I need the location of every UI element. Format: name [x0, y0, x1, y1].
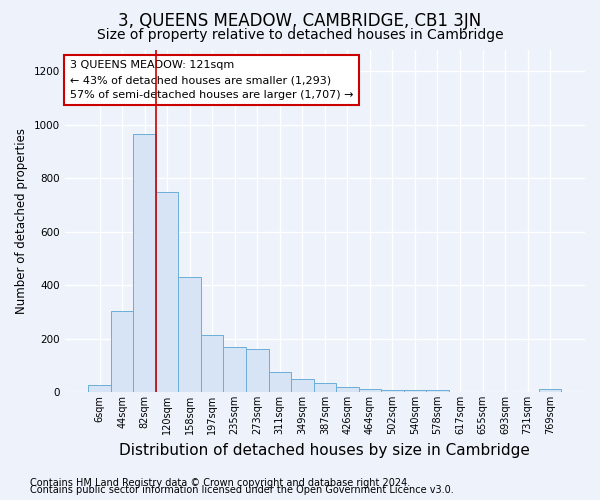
Bar [133, 134, 156, 392]
Bar [381, 390, 404, 392]
Bar [156, 192, 178, 392]
X-axis label: Distribution of detached houses by size in Cambridge: Distribution of detached houses by size … [119, 442, 530, 458]
Y-axis label: Number of detached properties: Number of detached properties [15, 128, 28, 314]
Bar [201, 336, 223, 392]
Bar [359, 390, 381, 392]
Bar [426, 390, 449, 392]
Bar [269, 372, 291, 392]
Text: Contains HM Land Registry data © Crown copyright and database right 2024.: Contains HM Land Registry data © Crown c… [30, 478, 410, 488]
Text: Contains public sector information licensed under the Open Government Licence v3: Contains public sector information licen… [30, 485, 454, 495]
Bar [404, 390, 426, 392]
Bar [539, 390, 562, 392]
Bar [178, 277, 201, 392]
Bar [291, 378, 314, 392]
Bar [111, 310, 133, 392]
Bar [246, 350, 269, 392]
Bar [336, 386, 359, 392]
Text: 3 QUEENS MEADOW: 121sqm
← 43% of detached houses are smaller (1,293)
57% of semi: 3 QUEENS MEADOW: 121sqm ← 43% of detache… [70, 60, 353, 100]
Text: Size of property relative to detached houses in Cambridge: Size of property relative to detached ho… [97, 28, 503, 42]
Bar [223, 347, 246, 392]
Text: 3, QUEENS MEADOW, CAMBRIDGE, CB1 3JN: 3, QUEENS MEADOW, CAMBRIDGE, CB1 3JN [118, 12, 482, 30]
Bar [88, 386, 111, 392]
Bar [314, 384, 336, 392]
